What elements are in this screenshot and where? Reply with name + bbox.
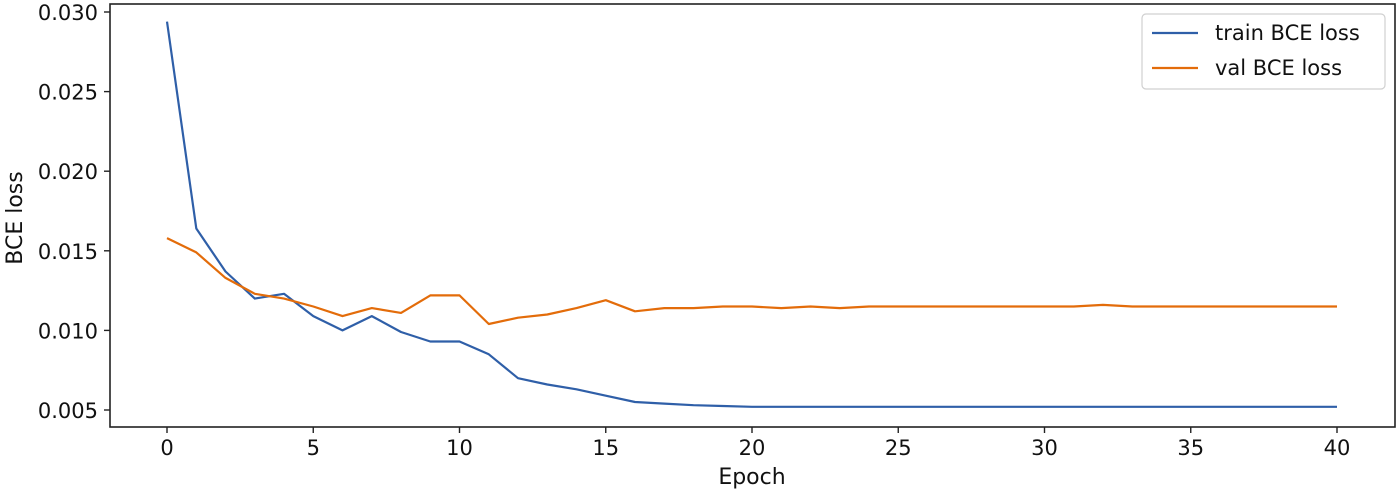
y-tick-label: 0.025 — [38, 81, 98, 105]
legend-box — [1141, 13, 1386, 90]
x-tick-label: 40 — [1324, 436, 1351, 460]
x-tick-label: 0 — [160, 436, 173, 460]
x-axis: 0 5 10 15 20 25 30 35 40 — [160, 427, 1350, 460]
y-axis-label: BCE loss — [3, 171, 28, 264]
y-tick-label: 0.015 — [38, 240, 98, 264]
x-tick-label: 20 — [739, 436, 766, 460]
legend-label-val: val BCE loss — [1215, 56, 1342, 80]
x-tick-label: 5 — [307, 436, 320, 460]
legend: train BCE loss val BCE loss — [1141, 13, 1386, 90]
x-axis-label: Epoch — [718, 465, 785, 490]
series-line-train — [165, 21, 1337, 408]
y-tick-label: 0.005 — [38, 399, 98, 423]
series-line-val — [166, 237, 1337, 326]
x-tick-label: 10 — [446, 436, 473, 460]
plot-lines — [165, 21, 1337, 408]
legend-label-train: train BCE loss — [1215, 21, 1360, 45]
y-tick-label: 0.010 — [38, 319, 98, 343]
y-tick-label: 0.020 — [38, 160, 98, 184]
y-tick-label: 0.030 — [38, 1, 98, 25]
x-tick-label: 25 — [885, 436, 912, 460]
x-tick-label: 30 — [1031, 436, 1058, 460]
x-tick-label: 15 — [592, 436, 619, 460]
y-axis: 0.005 0.010 0.015 0.020 0.025 0.030 — [38, 1, 110, 423]
x-tick-label: 35 — [1177, 436, 1204, 460]
